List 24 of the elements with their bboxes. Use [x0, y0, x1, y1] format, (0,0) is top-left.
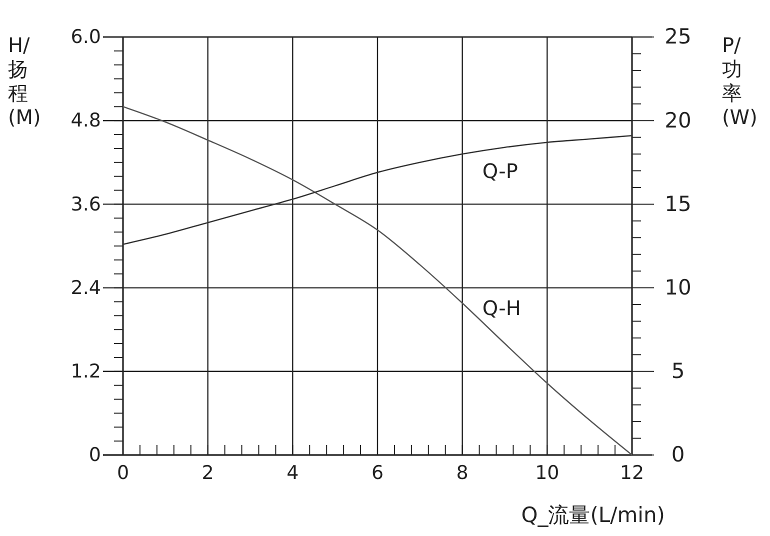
y2-tick-label: 5	[671, 359, 685, 384]
x-tick-label: 4	[286, 462, 299, 484]
x-tick-label: 12	[620, 462, 644, 484]
y2-axis-title: P/功率(W)	[722, 33, 758, 129]
y-tick-label: 0	[88, 444, 101, 466]
y-tick-label: 1.2	[70, 360, 101, 382]
y-tick-label: 4.8	[70, 110, 101, 132]
x-tick-label: 0	[116, 462, 130, 484]
y-tick-label: 6.0	[70, 26, 101, 48]
y2-tick-label: 20	[664, 108, 692, 132]
x-tick-label: 10	[535, 462, 560, 484]
x-tick-label: 8	[456, 462, 468, 484]
x-tick-label: 6	[371, 462, 384, 484]
y2-tick-label: 10	[664, 276, 692, 300]
series-label: Q-H	[482, 296, 521, 320]
y2-tick-label: 0	[671, 442, 685, 467]
y-tick-label: 2.4	[70, 276, 101, 299]
x-axis-title: Q_流量(L/min)	[521, 503, 665, 527]
y-tick-label: 3.6	[70, 193, 101, 216]
series-label: Q-P	[482, 159, 518, 184]
y-axis-title: H/扬程(M)	[8, 33, 41, 129]
y2-tick-label: 25	[664, 24, 692, 49]
y2-tick-label: 15	[664, 192, 692, 216]
x-tick-label: 2	[202, 462, 214, 484]
